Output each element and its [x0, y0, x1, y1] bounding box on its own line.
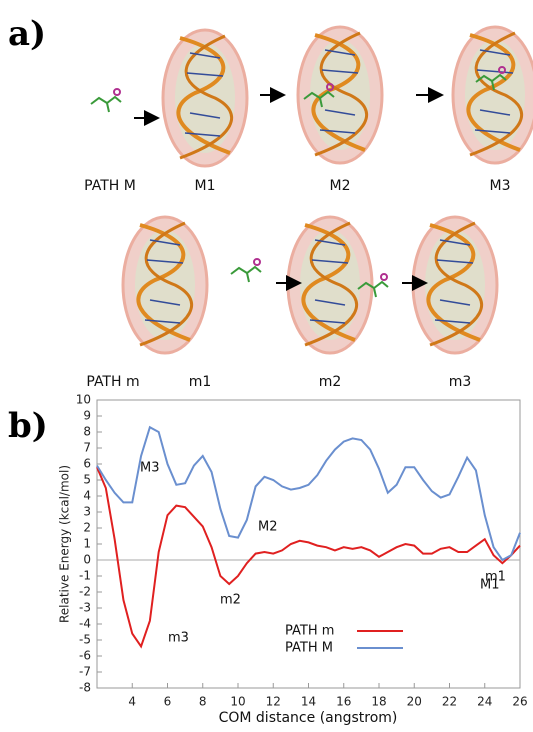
- y-axis-label: Relative Energy (kcal/mol): [58, 465, 72, 623]
- annotation: M2: [258, 520, 278, 535]
- y-tick-label: 8: [83, 425, 91, 439]
- y-tick-label: 7: [83, 441, 91, 455]
- x-tick-label: 20: [407, 695, 422, 709]
- series-line: [96, 466, 521, 649]
- y-tick-label: -8: [79, 681, 91, 695]
- annotation: m1: [485, 570, 506, 585]
- structure: [411, 215, 499, 355]
- x-tick-label: 6: [164, 695, 172, 709]
- y-tick-label: 10: [76, 393, 91, 407]
- y-tick-label: 1: [83, 537, 91, 551]
- annotation: M1: [480, 578, 500, 593]
- panel-label: a): [8, 14, 46, 54]
- x-tick-label: 18: [371, 695, 386, 709]
- annotation: m3: [168, 631, 189, 646]
- y-tick-label: -7: [79, 665, 91, 679]
- y-tick-label: -4: [79, 617, 91, 631]
- y-tick-label: 3: [83, 505, 91, 519]
- x-tick-label: 14: [301, 695, 316, 709]
- state-label: M1: [195, 178, 216, 194]
- structure: [286, 215, 374, 355]
- series-line: [96, 425, 521, 562]
- annotation: m2: [220, 593, 241, 608]
- legend-label: PATH M: [285, 641, 333, 656]
- x-tick-label: 26: [512, 695, 527, 709]
- panel-a: a) PATH M M1 M2 M3 PATH m m1 m2 m3: [8, 14, 533, 390]
- x-tick-label: 8: [199, 695, 207, 709]
- y-tick-label: -5: [79, 633, 91, 647]
- y-tick-label: -3: [79, 601, 91, 615]
- y-tick-label: 9: [83, 409, 91, 423]
- y-tick-label: -2: [79, 585, 91, 599]
- path-label: PATH M: [84, 178, 136, 194]
- state-label: m2: [319, 374, 342, 390]
- x-tick-label: 22: [442, 695, 457, 709]
- y-tick-label: 6: [83, 457, 91, 471]
- state-label: m1: [189, 374, 212, 390]
- x-tick-label: 4: [128, 695, 136, 709]
- ligand: [90, 88, 122, 113]
- y-tick-label: -6: [79, 649, 91, 663]
- structure: [161, 28, 249, 168]
- x-tick-label: 10: [230, 695, 245, 709]
- state-label: M3: [490, 178, 511, 194]
- x-axis-label: COM distance (angstrom): [219, 710, 398, 726]
- y-tick-label: -1: [79, 569, 91, 583]
- legend-label: PATH m: [285, 624, 334, 639]
- x-tick-label: 24: [477, 695, 492, 709]
- structure: [121, 215, 209, 355]
- panel-label: b): [8, 406, 48, 446]
- y-tick-label: 5: [83, 473, 91, 487]
- panel-b: b) COM distance (angstrom) Relative Ener…: [8, 406, 397, 726]
- state-label: m3: [449, 374, 472, 390]
- y-tick-label: 4: [83, 489, 91, 503]
- annotation: M3: [140, 461, 160, 476]
- y-tick-label: 2: [83, 521, 91, 535]
- y-tick-label: 0: [83, 553, 91, 567]
- state-label: M2: [330, 178, 351, 194]
- x-tick-label: 12: [266, 695, 281, 709]
- ligand: [230, 258, 262, 283]
- x-tick-label: 16: [336, 695, 351, 709]
- structure: [451, 25, 533, 165]
- path-label: PATH m: [86, 374, 139, 390]
